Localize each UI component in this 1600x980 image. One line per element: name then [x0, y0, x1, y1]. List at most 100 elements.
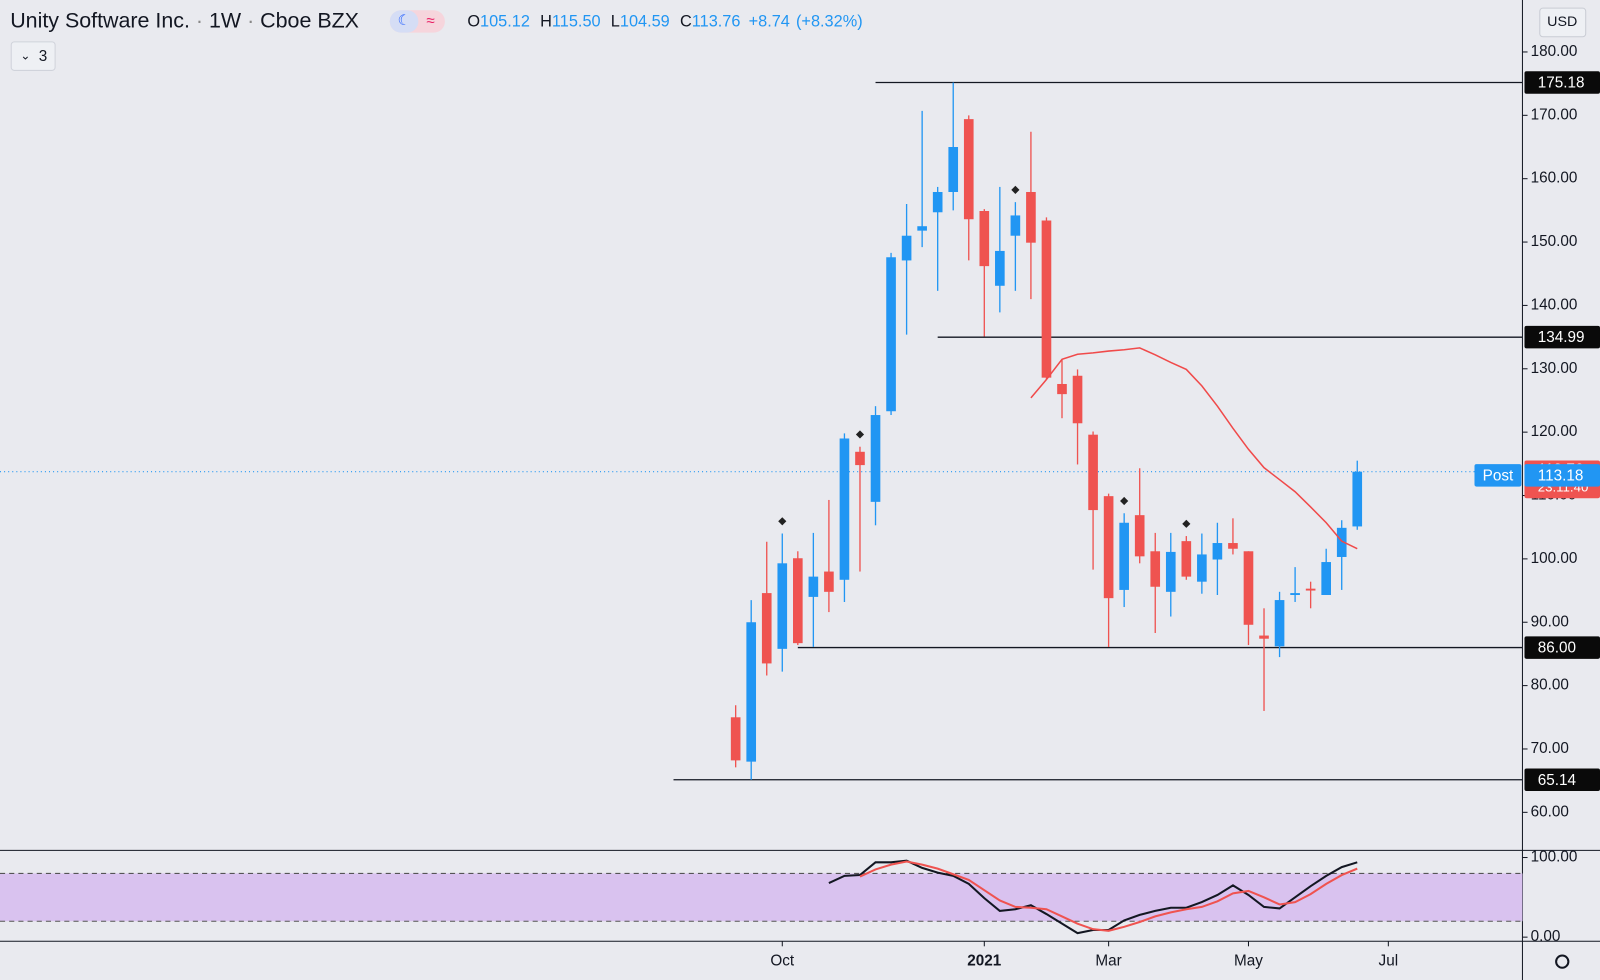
candle-body	[995, 250, 1005, 286]
event-marker	[1120, 496, 1129, 506]
candle-body	[1057, 383, 1067, 395]
candle-body	[948, 147, 959, 192]
y-tick-label: 100.00	[1531, 550, 1578, 567]
ohlc-legend: O105.12 H115.50 L104.59 C113.76 +8.74 (+8.32%…	[467, 13, 862, 31]
level-badge-label: 134.99	[1538, 329, 1585, 346]
currency-button[interactable]	[1539, 7, 1587, 38]
candle-body	[855, 451, 865, 466]
candle-body	[1165, 551, 1176, 592]
status-pill-left[interactable]	[389, 10, 419, 33]
delayed-icon: ≈	[426, 12, 434, 29]
y2-tick-label: 0.00	[1531, 928, 1561, 945]
y-tick-label: 70.00	[1531, 740, 1569, 757]
indicator-count: 3	[39, 48, 48, 65]
candle-body	[1197, 554, 1207, 582]
change: +8.74	[749, 13, 790, 31]
symbol-title: Unity Software Inc.	[10, 8, 190, 32]
candle-body	[1088, 434, 1098, 511]
y2-tick-label: 100.00	[1531, 849, 1578, 866]
candle-body	[886, 257, 896, 412]
market-closed-icon: ☾	[398, 13, 411, 29]
candle-body	[1259, 635, 1269, 639]
candle-body	[824, 571, 834, 592]
y-tick-label: 150.00	[1531, 233, 1578, 250]
y-tick-label: 120.00	[1531, 423, 1578, 440]
y-tick-label: 140.00	[1531, 296, 1578, 313]
candle-body	[808, 576, 819, 597]
x-tick-label: 2021	[967, 953, 1002, 970]
ohlc-value: 115.50	[552, 13, 601, 31]
candle-body	[979, 211, 990, 267]
x-tick-label: Oct	[770, 953, 795, 970]
oscillator-line	[859, 860, 1358, 932]
y-tick-label: 90.00	[1531, 613, 1569, 630]
candle-body	[901, 235, 912, 261]
post-tag-label: Post	[1483, 467, 1514, 484]
candle-body	[1134, 515, 1145, 557]
change-pct: (+8.32%)	[796, 13, 863, 31]
exchange: Cboe BZX	[260, 8, 359, 32]
post-badge-label: 113.18	[1538, 467, 1584, 484]
currency: USD	[1547, 14, 1577, 30]
ohlc-key: O	[467, 13, 480, 31]
ohlc-value: 113.76	[692, 13, 741, 31]
ohlc-value: 105.12	[480, 13, 530, 31]
y-tick-label: 180.00	[1531, 43, 1578, 60]
y-tick-label: 170.00	[1531, 106, 1578, 123]
candle-body	[1026, 191, 1036, 243]
candle-body	[1150, 551, 1161, 587]
event-marker	[1011, 185, 1020, 194]
candle-body	[1352, 471, 1363, 527]
x-tick-label: Jul	[1379, 953, 1399, 970]
candle-body	[1181, 541, 1192, 577]
level-badge-label: 65.14	[1538, 772, 1577, 789]
settings-icon[interactable]	[1555, 954, 1570, 969]
candle-body	[917, 226, 927, 231]
y-tick-label: 60.00	[1531, 803, 1569, 820]
ohlc-key: H	[540, 13, 552, 31]
candle-body	[1103, 496, 1114, 599]
ohlc-value: 104.59	[620, 13, 670, 31]
candle-body	[1212, 543, 1223, 560]
candle-body	[777, 563, 788, 649]
candle-body	[932, 191, 943, 213]
level-badge	[1524, 325, 1600, 349]
candle-body	[1321, 562, 1331, 595]
level-badge	[1524, 768, 1600, 791]
candle-body	[870, 415, 881, 502]
y-tick-label: 160.00	[1531, 170, 1578, 187]
candle-body	[839, 438, 850, 580]
candle-body	[1041, 220, 1052, 378]
oscillator-band	[0, 873, 1523, 922]
candle-body	[1010, 215, 1021, 236]
moving-average	[1030, 347, 1358, 550]
level-badge	[1524, 71, 1600, 94]
post-tag	[1474, 464, 1522, 487]
candle-body	[1305, 588, 1316, 591]
candle-body	[730, 717, 741, 761]
candle-body	[1274, 600, 1285, 647]
level-badge-label: 86.00	[1538, 640, 1576, 657]
candle-body	[1072, 375, 1083, 424]
level-badge	[1524, 636, 1600, 659]
candle-body	[746, 622, 757, 762]
y-tick-label: 80.00	[1531, 677, 1569, 694]
candle-body	[1243, 551, 1254, 625]
post-badge	[1524, 464, 1600, 487]
indicator-toggle[interactable]	[10, 41, 56, 71]
ohlc-key: L	[611, 13, 620, 31]
level-badge-label: 175.18	[1538, 75, 1585, 92]
candle-body	[761, 593, 772, 664]
candle-body	[793, 558, 803, 644]
candle-body	[1336, 527, 1347, 557]
x-tick-label: Mar	[1095, 953, 1121, 970]
event-marker	[778, 517, 787, 526]
candle-body	[1119, 522, 1129, 590]
chevron-icon: ⌄	[20, 48, 30, 62]
chart-header: Unity Software Inc. · 1W · Cboe BZX	[10, 8, 359, 32]
y-tick-label: 130.00	[1531, 360, 1578, 377]
interval: 1W	[209, 8, 242, 32]
